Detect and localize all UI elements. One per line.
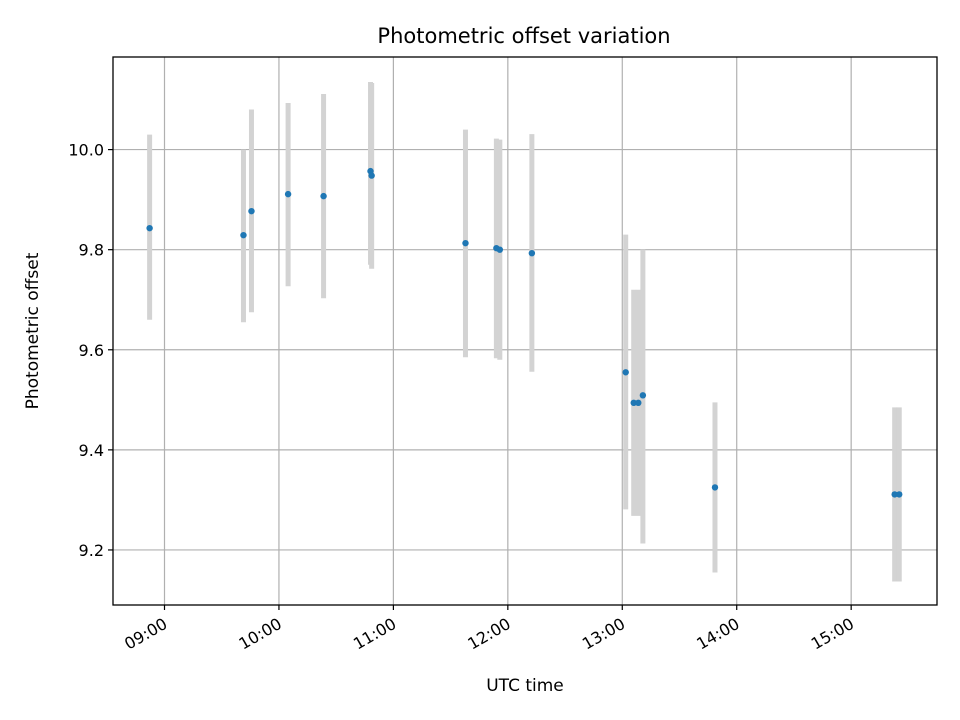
chart-title: Photometric offset variation	[377, 24, 670, 48]
x-axis-ticks: 09:00 10:00 11:00 12:00 13:00 14:00 15:00	[121, 605, 857, 654]
data-point	[368, 172, 375, 179]
data-point	[711, 484, 719, 491]
y-tick-label: 10.0	[68, 141, 104, 160]
x-axis-label: UTC time	[486, 676, 564, 696]
data-point	[891, 491, 898, 498]
data-point	[146, 224, 153, 232]
data-point	[896, 491, 903, 498]
grid-lines	[113, 57, 937, 605]
x-tick-label: 11:00	[350, 614, 399, 654]
y-axis-ticks: 9.2 9.4 9.6 9.8 10.0	[68, 141, 113, 560]
data-point	[320, 192, 327, 200]
y-tick-label: 9.6	[79, 341, 104, 360]
data-point	[462, 239, 469, 247]
x-tick-label: 14:00	[693, 614, 742, 654]
data-point	[622, 369, 629, 376]
data-point	[639, 392, 647, 399]
y-tick-label: 9.2	[79, 541, 104, 560]
data-point	[284, 190, 292, 198]
data-point	[528, 249, 536, 257]
data-point	[635, 399, 642, 407]
data-point	[240, 231, 247, 239]
data-point	[496, 246, 504, 253]
x-tick-label: 12:00	[464, 614, 513, 654]
y-tick-label: 9.8	[79, 241, 104, 260]
y-axis-label: Photometric offset	[23, 252, 43, 409]
x-tick-label: 10:00	[236, 614, 285, 654]
plot-frame	[112, 56, 938, 606]
error-bars	[147, 82, 902, 582]
x-tick-label: 15:00	[808, 614, 857, 654]
data-point	[630, 399, 637, 407]
y-tick-label: 9.4	[79, 441, 104, 460]
x-tick-label: 09:00	[121, 614, 170, 654]
data-points	[146, 167, 903, 498]
x-tick-label: 13:00	[579, 614, 628, 654]
data-point	[248, 207, 255, 215]
